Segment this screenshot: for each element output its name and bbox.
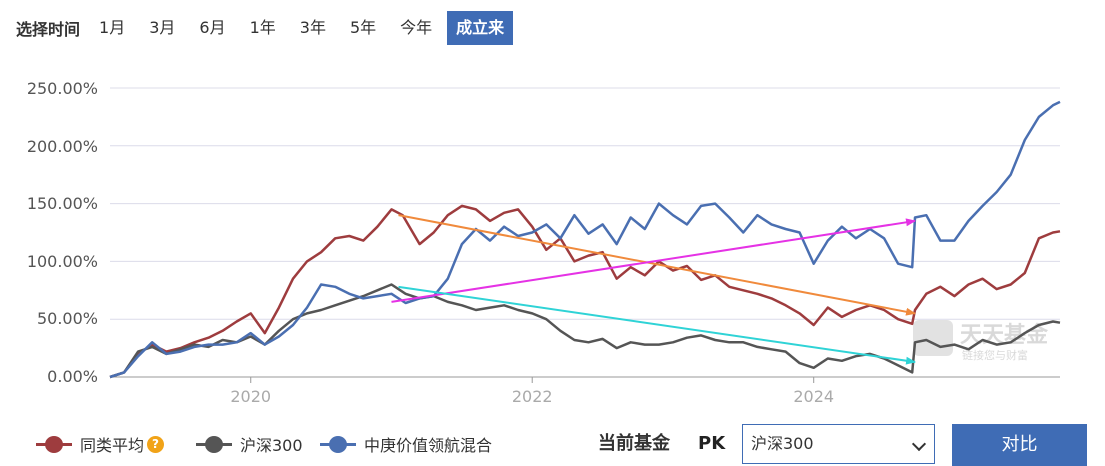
trend-arrows (391, 214, 917, 365)
grid-lines (110, 87, 1060, 378)
legend-item-fund[interactable]: 中庚价值领航混合 (320, 426, 492, 462)
chart-footer: 同类平均 ? 沪深300 中庚价值领航混合 当前基金 PK 沪深300 对比 (0, 424, 1105, 466)
pk-label: PK (698, 433, 726, 454)
x-tick-label: 2020 (230, 387, 271, 406)
legend-item-category-average[interactable]: 同类平均 ? (36, 426, 165, 462)
time-range-label: 选择时间 (16, 20, 81, 39)
range-1y-button[interactable]: 1年 (249, 18, 276, 37)
y-tick-label: 100.00% (27, 252, 98, 271)
compare-fund-select[interactable]: 沪深300 (742, 424, 935, 464)
arrow-magenta (391, 218, 917, 303)
y-tick-label: 50.00% (37, 309, 98, 328)
legend-label: 同类平均 (80, 436, 145, 455)
y-tick-label: 200.00% (27, 137, 98, 156)
current-fund-label: 当前基金 (598, 433, 670, 454)
legend-item-csi300[interactable]: 沪深300 (196, 426, 303, 462)
legend-marker-icon (196, 435, 232, 453)
range-3y-button[interactable]: 3年 (299, 18, 326, 37)
range-3m-button[interactable]: 3月 (149, 18, 176, 37)
question-icon[interactable]: ? (147, 435, 165, 453)
watermark-logo-icon (913, 320, 953, 356)
legend-marker-icon (36, 435, 72, 453)
arrow-orange (398, 214, 917, 316)
compare-fund-selected: 沪深300 (751, 434, 814, 453)
legend-label: 沪深300 (240, 436, 303, 455)
series-category-average (109, 204, 1061, 379)
series-fund (109, 100, 1061, 379)
arrow-cyan (398, 285, 917, 365)
y-axis: 0.00% 50.00% 100.00% 150.00% 200.00% 250… (27, 79, 98, 386)
x-axis: 2020 2022 2024 (230, 377, 834, 406)
x-tick-label: 2024 (793, 387, 834, 406)
y-tick-label: 0.00% (47, 367, 98, 386)
range-1m-button[interactable]: 1月 (99, 18, 126, 37)
range-ytd-button[interactable]: 今年 (400, 18, 433, 37)
range-6m-button[interactable]: 6月 (199, 18, 226, 37)
chevron-down-icon (911, 436, 927, 452)
range-since-inception-button[interactable]: 成立来 (447, 11, 514, 45)
compare-button[interactable]: 对比 (952, 424, 1087, 466)
y-tick-label: 250.00% (27, 79, 98, 98)
range-5y-button[interactable]: 5年 (349, 18, 377, 37)
x-tick-label: 2022 (512, 387, 553, 406)
performance-chart: 0.00% 50.00% 100.00% 150.00% 200.00% 250… (27, 79, 1061, 406)
legend-marker-icon (320, 435, 356, 453)
time-range-toolbar: 选择时间 1月 3月 6月 1年 3年 5年 今年 成立来 (0, 10, 519, 46)
y-tick-label: 150.00% (27, 194, 98, 213)
legend-label: 中庚价值领航混合 (364, 436, 493, 455)
watermark-tagline: 链接您与财富 (962, 348, 1028, 362)
